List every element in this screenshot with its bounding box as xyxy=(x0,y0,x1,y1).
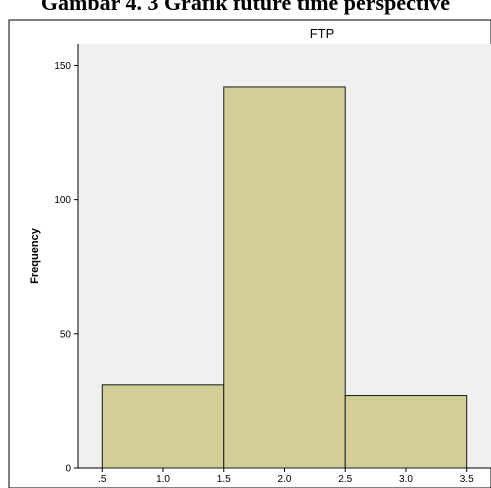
x-tick-label: 1.5 xyxy=(217,474,231,485)
y-axis-title: Frequency xyxy=(29,227,41,284)
chart-title: FTP xyxy=(310,26,335,41)
histogram-bar-1 xyxy=(101,384,225,469)
x-tick-label: 3.5 xyxy=(460,474,474,485)
x-ticks-group: .5 1.0 1.5 2.0 2.5 3.0 3.5 xyxy=(98,468,474,485)
x-tick-label: 3.0 xyxy=(399,474,413,485)
y-tick-label: 0 xyxy=(65,464,71,475)
y-tick-label: 150 xyxy=(54,61,71,72)
figure-caption: Gambar 4. 3 Grafik future time perspecti… xyxy=(40,0,451,15)
x-tick-label: 2.5 xyxy=(338,474,352,485)
y-tick-label: 100 xyxy=(54,195,71,206)
x-tick-label: 1.0 xyxy=(156,474,170,485)
y-ticks-group: 0 50 100 150 xyxy=(54,61,78,475)
x-tick-label: 2.0 xyxy=(278,474,292,485)
histogram-bar-3 xyxy=(344,395,468,469)
x-tick-label: .5 xyxy=(98,474,107,485)
bars-group xyxy=(101,86,468,469)
y-tick-label: 50 xyxy=(60,329,72,340)
histogram-bar-2 xyxy=(223,86,346,469)
